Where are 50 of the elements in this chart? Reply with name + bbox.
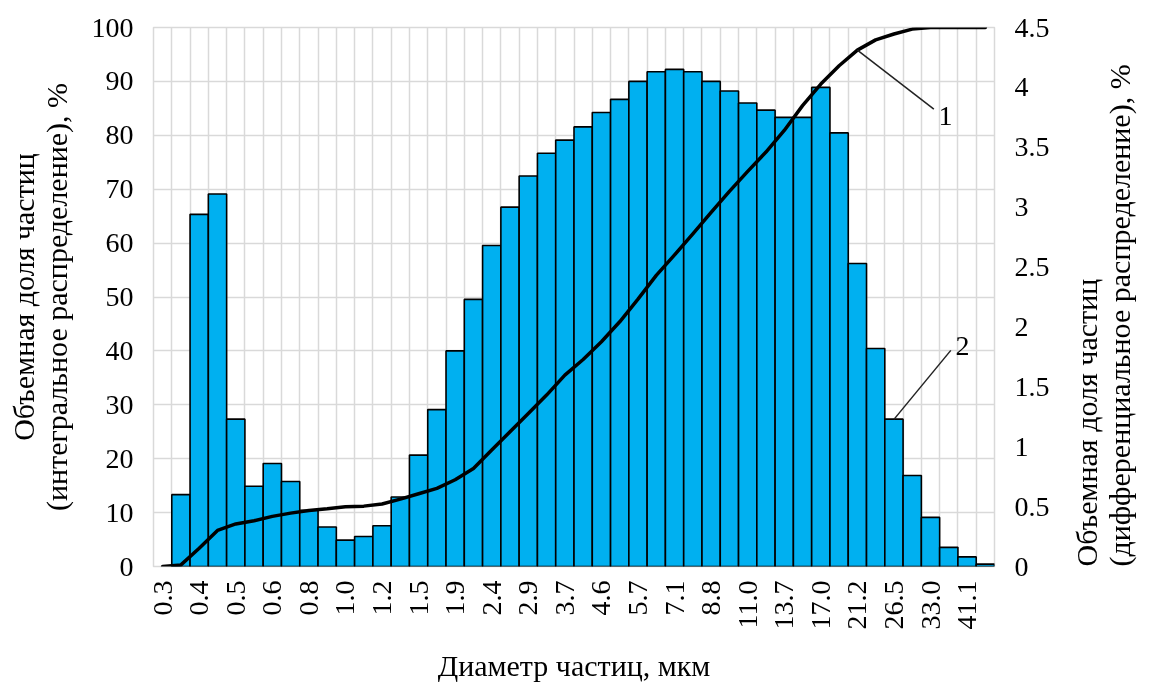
y2-tick-label: 1.5 (1014, 370, 1050, 402)
y-tick-label: 70 (105, 173, 134, 205)
y2-tick-label: 3 (1014, 191, 1029, 223)
y-tick-label: 10 (105, 496, 134, 528)
y2-axis-title: Объемная доля частиц (дифференциальное распределение), % (1069, 64, 1137, 567)
y-tick-label: 80 (105, 119, 134, 151)
y-tick-label: 0 (119, 550, 134, 582)
y2-tick-label: 2.5 (1014, 251, 1050, 283)
x-tick-label: 41.1 (951, 580, 983, 630)
y2-tick-label: 0.5 (1014, 490, 1050, 522)
x-tick-label: 2.9 (512, 580, 544, 616)
x-tick-label: 8.8 (695, 580, 727, 616)
x-tick-label: 7.1 (658, 580, 690, 616)
y-tick-label: 60 (105, 227, 134, 259)
y-tick-label: 50 (105, 281, 134, 312)
y-tick-label: 90 (105, 65, 134, 97)
x-tick-label: 26.5 (877, 580, 909, 630)
x-tick-label: 1.2 (366, 580, 398, 616)
x-tick-label: 5.7 (621, 580, 653, 616)
x-tick-label: 0.5 (219, 580, 251, 616)
x-tick-label: 1.0 (329, 580, 361, 616)
line-series (160, 27, 988, 567)
x-tick-label: 0.4 (183, 580, 215, 616)
x-tick-label: 3.7 (548, 580, 580, 616)
y2-tick-label: 4 (1014, 71, 1029, 103)
x-tick-label: 21.2 (841, 580, 873, 630)
x-tick-label: 1.5 (402, 580, 434, 616)
x-tick-label: 33.0 (914, 580, 946, 630)
x-tick-label: 0.3 (146, 580, 178, 616)
x-tick-label: 13.7 (768, 580, 800, 630)
x-tick-label: 0.8 (292, 580, 324, 616)
y2-tick-label: 1 (1014, 430, 1029, 462)
y-tick-label: 30 (105, 388, 134, 420)
y2-tick-label: 0 (1014, 550, 1029, 582)
y2-tick-label: 4.5 (1014, 11, 1050, 43)
x-tick-label: 2.4 (475, 580, 507, 616)
y-tick-label: 100 (91, 11, 134, 43)
x-tick-label: 1.9 (439, 580, 471, 616)
x-axis-title: Диаметр частиц, мкм (437, 648, 711, 682)
x-tick-label: 11.0 (731, 580, 763, 629)
x-tick-label: 4.6 (585, 580, 617, 616)
annotation: 2 (955, 330, 970, 362)
y-tick-label: 40 (105, 334, 134, 366)
x-tick-label: 0.6 (256, 580, 288, 616)
y2-tick-label: 2 (1014, 310, 1029, 342)
y2-tick-label: 3.5 (1014, 131, 1050, 163)
y-axis-title: Объемная доля частиц (интегральное распределение), % (6, 82, 74, 512)
annotation: 1 (938, 100, 953, 132)
y-tick-label: 20 (105, 442, 134, 474)
x-tick-label: 17.0 (804, 580, 836, 630)
